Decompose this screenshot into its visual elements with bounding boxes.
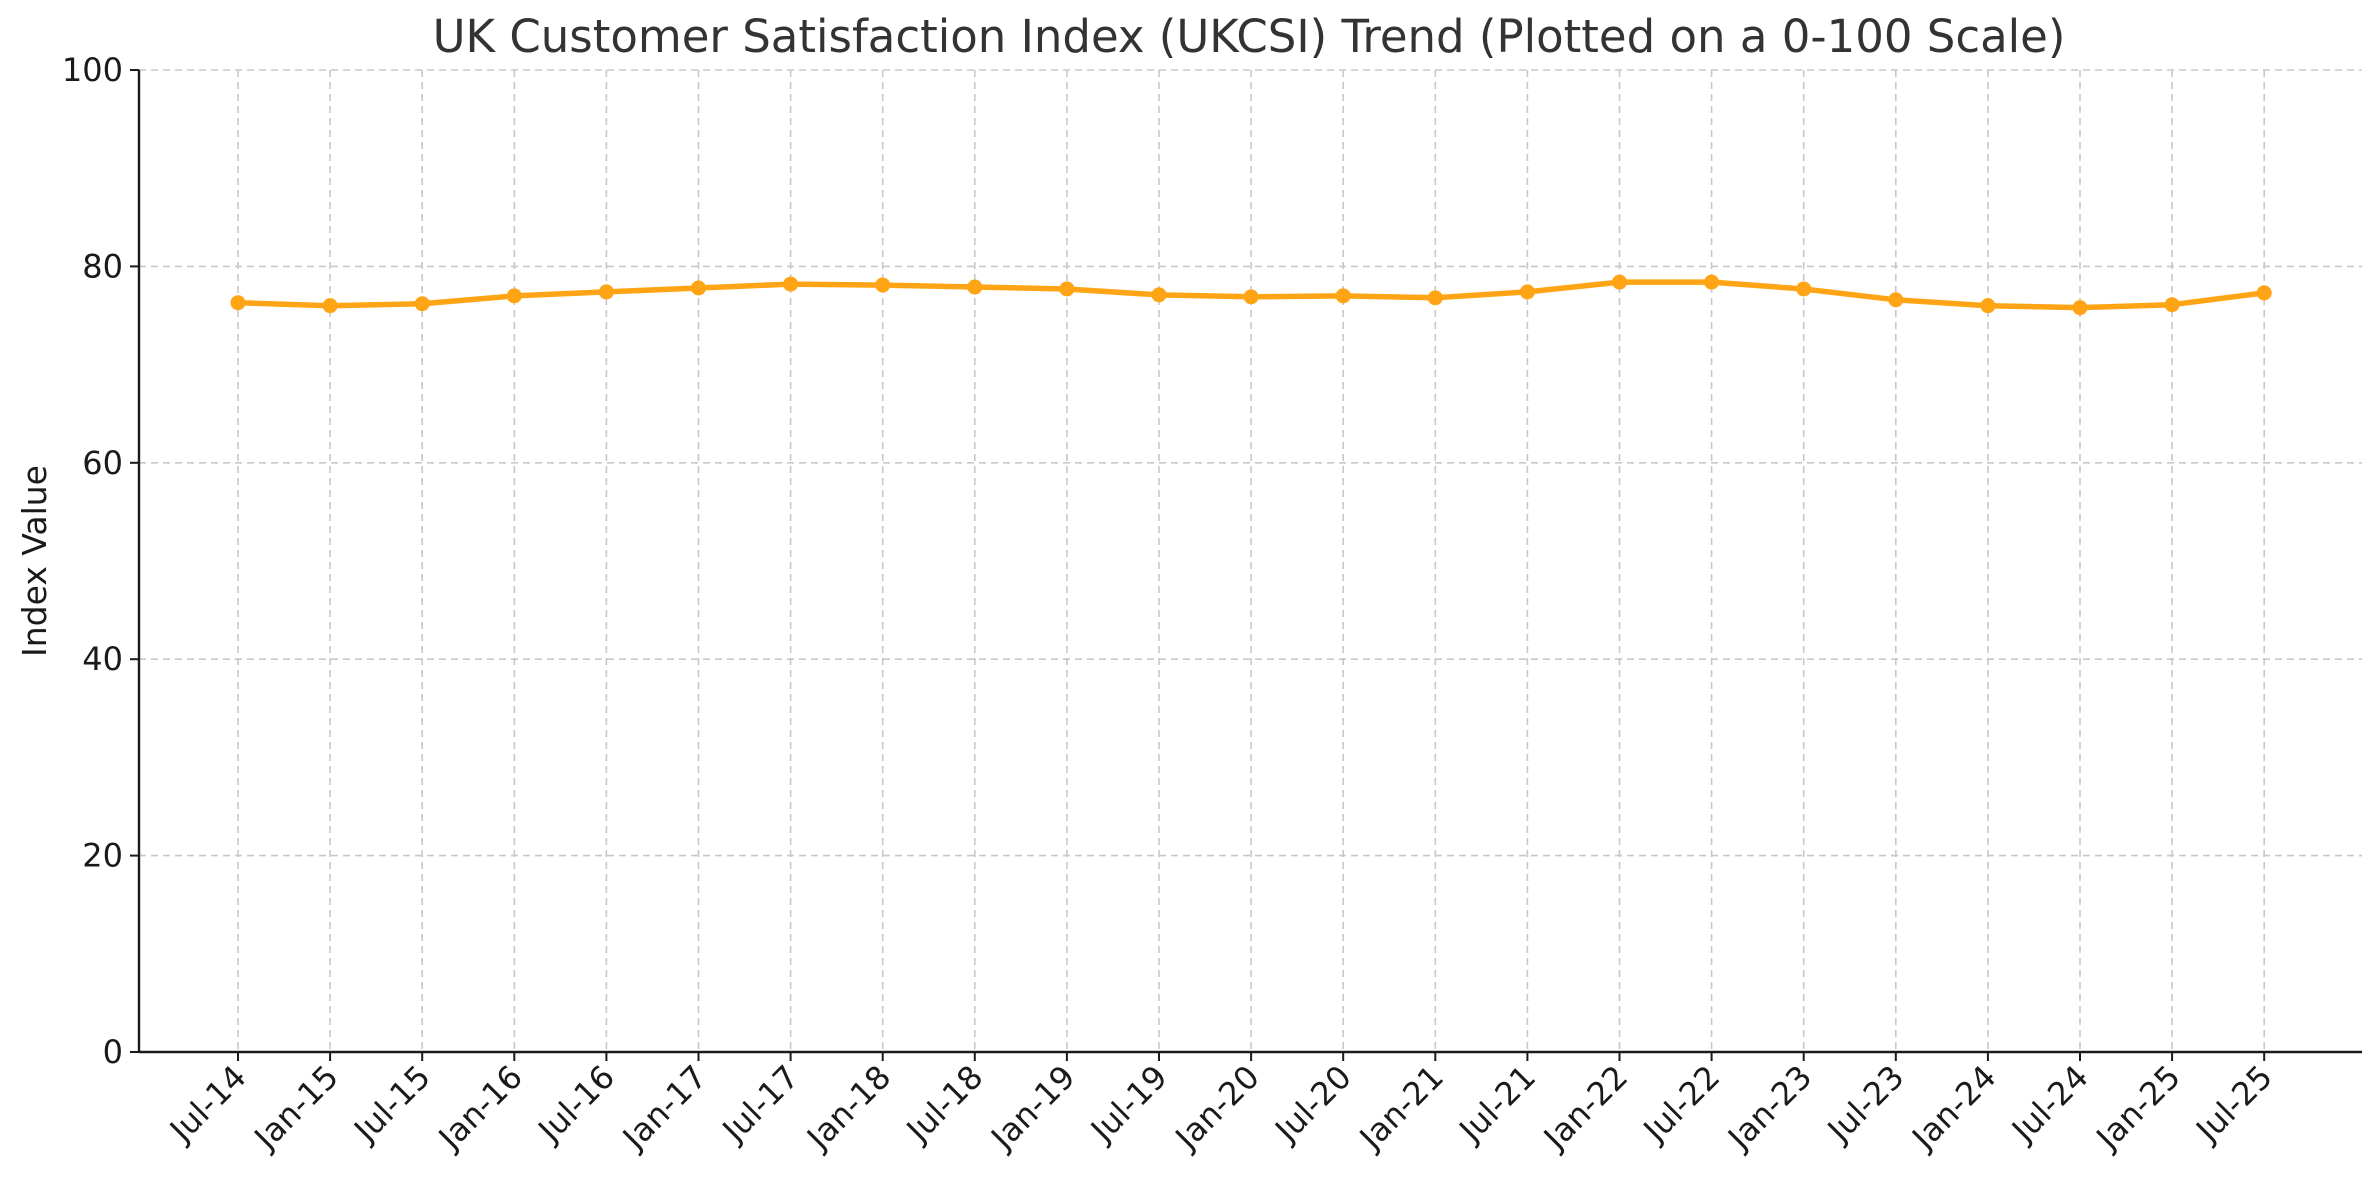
data-point bbox=[1151, 287, 1167, 303]
x-tick-label: Jul-21 bbox=[1451, 1058, 1544, 1151]
data-point bbox=[691, 280, 706, 296]
x-tick-label: Jul-17 bbox=[714, 1058, 807, 1151]
x-tick-label: Jul-23 bbox=[1819, 1058, 1912, 1151]
data-point bbox=[1980, 298, 1996, 314]
series-ukcsi bbox=[230, 274, 2272, 316]
x-tick-label: Jan-22 bbox=[1535, 1058, 1635, 1158]
data-point bbox=[783, 276, 799, 292]
data-point bbox=[1888, 292, 1904, 308]
x-tick-label: Jul-14 bbox=[161, 1058, 254, 1151]
x-tick-label: Jan-17 bbox=[614, 1058, 714, 1158]
x-tick-label: Jan-25 bbox=[2088, 1058, 2188, 1158]
x-tick-label: Jan-20 bbox=[1167, 1058, 1267, 1158]
x-tick-label: Jul-20 bbox=[1266, 1058, 1359, 1151]
x-tick-label: Jul-15 bbox=[345, 1058, 438, 1151]
data-point bbox=[230, 295, 246, 311]
data-point bbox=[1704, 274, 1720, 290]
y-axis-ticks: 0 20 40 60 80 100 bbox=[62, 51, 139, 1071]
data-point bbox=[506, 288, 522, 304]
y-tick-label: 20 bbox=[82, 837, 123, 875]
grid bbox=[139, 69, 2362, 1052]
y-tick-label: 60 bbox=[82, 444, 123, 482]
data-point bbox=[598, 284, 614, 300]
x-tick-label: Jul-22 bbox=[1635, 1058, 1728, 1151]
x-tick-label: Jul-16 bbox=[530, 1058, 623, 1151]
x-tick-label: Jan-24 bbox=[1903, 1058, 2003, 1158]
y-tick-label: 0 bbox=[103, 1033, 123, 1071]
y-axis-title: Index Value bbox=[15, 465, 54, 657]
y-tick-label: 40 bbox=[82, 640, 123, 678]
data-point bbox=[1612, 274, 1627, 290]
data-point bbox=[2256, 285, 2272, 301]
data-point bbox=[322, 298, 338, 314]
data-point bbox=[1059, 281, 1075, 297]
x-tick-label: Jul-25 bbox=[2187, 1058, 2280, 1151]
data-point bbox=[1796, 281, 1812, 297]
data-point bbox=[1243, 289, 1259, 305]
x-tick-label: Jan-16 bbox=[430, 1058, 530, 1158]
data-point bbox=[967, 279, 983, 295]
data-point bbox=[414, 296, 430, 312]
x-tick-label: Jan-19 bbox=[982, 1058, 1082, 1158]
x-tick-label: Jul-18 bbox=[898, 1058, 991, 1151]
data-point bbox=[2164, 297, 2180, 313]
data-point bbox=[1427, 290, 1443, 306]
chart-title: UK Customer Satisfaction Index (UKCSI) T… bbox=[433, 10, 2066, 63]
x-tick-label: Jan-21 bbox=[1351, 1058, 1451, 1158]
data-point bbox=[1519, 284, 1535, 300]
data-point bbox=[875, 277, 891, 293]
y-tick-label: 100 bbox=[62, 51, 123, 89]
x-tick-label: Jan-15 bbox=[246, 1058, 346, 1158]
y-tick-label: 80 bbox=[82, 247, 123, 285]
data-point bbox=[2072, 300, 2088, 316]
x-tick-label: Jul-19 bbox=[1082, 1058, 1175, 1151]
data-point bbox=[1335, 288, 1351, 304]
x-tick-label: Jan-23 bbox=[1719, 1058, 1819, 1158]
x-tick-label: Jan-18 bbox=[798, 1058, 898, 1158]
x-tick-label: Jul-24 bbox=[2003, 1058, 2096, 1151]
